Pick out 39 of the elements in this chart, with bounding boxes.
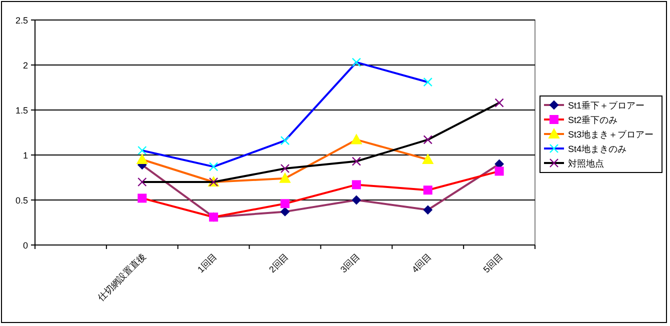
x-tick-label: 4回目: [410, 251, 434, 275]
legend-label: St1垂下＋ブロアー: [568, 100, 645, 110]
point: [352, 58, 362, 67]
legend-label: 対照地点: [568, 158, 604, 168]
point: [494, 166, 504, 176]
x-tick-label: 2回目: [267, 251, 290, 275]
point: [208, 162, 218, 172]
point: [494, 98, 504, 108]
point: [280, 172, 290, 183]
point: [280, 199, 290, 208]
y-tick-label: 2.5: [15, 16, 28, 26]
point: [423, 78, 432, 87]
point: [423, 186, 432, 195]
point: [352, 180, 361, 190]
y-tick-label: 1.5: [15, 106, 28, 116]
y-tick-label: 2: [22, 60, 28, 70]
legend-label: St2垂下のみ: [568, 115, 618, 125]
point: [138, 146, 147, 156]
point: [350, 134, 362, 144]
x-tick-label: 1回目: [196, 251, 219, 275]
point: [280, 136, 290, 146]
y-tick-label: 1: [22, 150, 28, 160]
point: [423, 205, 432, 214]
legend-label: St4地まきのみ: [568, 144, 627, 154]
point: [422, 154, 434, 164]
x-tick-label: 3回目: [338, 251, 362, 275]
point: [138, 194, 147, 203]
point: [136, 154, 148, 164]
y-tick-label: 0: [22, 240, 28, 250]
point: [423, 135, 432, 144]
x-tick-label: 5回目: [481, 251, 505, 275]
point: [352, 156, 362, 166]
point: [280, 207, 290, 216]
x-tick-label: 仕切網設置直後: [96, 251, 148, 303]
legend-label: St3地まき＋ブロアー: [568, 130, 654, 140]
point: [138, 177, 147, 187]
point: [352, 196, 361, 204]
point: [280, 164, 290, 174]
y-tick-label: 0.5: [15, 196, 28, 206]
